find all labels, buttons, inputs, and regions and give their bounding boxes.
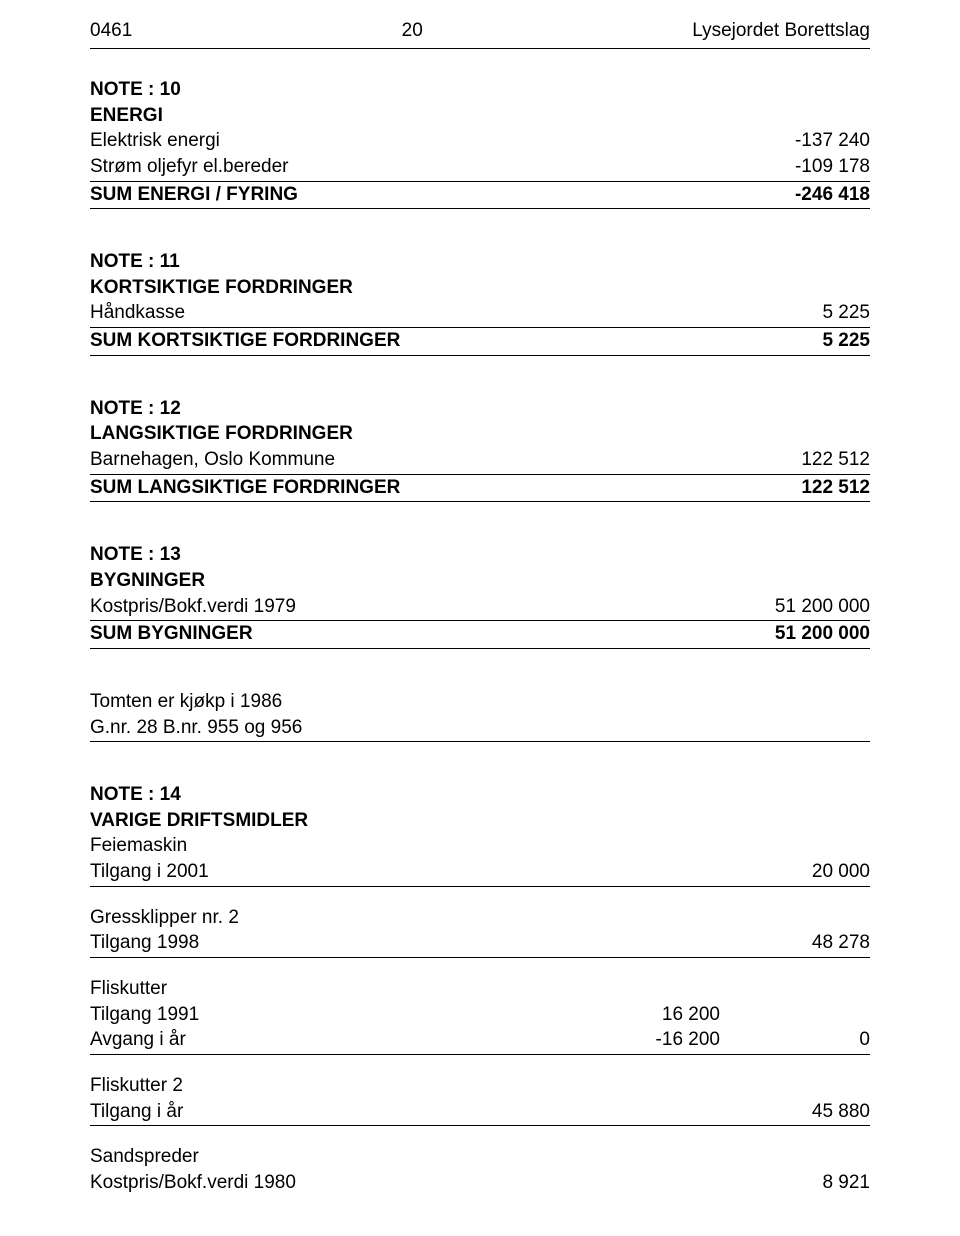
row-label: Barnehagen, Oslo Kommune — [90, 447, 781, 473]
header-rule — [90, 48, 870, 49]
row-value: -137 240 — [775, 128, 870, 154]
group-2-label: Gressklipper nr. 2 — [90, 905, 870, 931]
note-title-text: NOTE : 11 — [90, 249, 870, 275]
note-subtitle-text: ENERGI — [90, 103, 870, 129]
note-12-subtitle: LANGSIKTIGE FORDRINGER — [90, 421, 870, 447]
group-3-label: Fliskutter — [90, 976, 870, 1002]
group-1-label: Feiemaskin — [90, 833, 870, 859]
row-label: Håndkasse — [90, 300, 802, 326]
note-12-sum: SUM LANGSIKTIGE FORDRINGER 122 512 — [90, 475, 870, 503]
row-value: -109 178 — [775, 154, 870, 180]
footnote-1: Tomten er kjøkp i 1986 — [90, 689, 870, 715]
note-subtitle-text: BYGNINGER — [90, 568, 870, 594]
note-13-footnotes: Tomten er kjøkp i 1986 G.nr. 28 B.nr. 95… — [90, 689, 870, 742]
group-1-row: Tilgang i 2001 20 000 — [90, 859, 870, 887]
row-value: 51 200 000 — [755, 594, 870, 620]
row-value: 122 512 — [781, 447, 870, 473]
note-14-subtitle: VARIGE DRIFTSMIDLER — [90, 808, 870, 834]
note-10-row: Strøm oljefyr el.bereder -109 178 — [90, 154, 870, 182]
group-3-row-2: Avgang i år -16 200 0 — [90, 1027, 870, 1055]
note-14-group-5: Sandspreder Kostpris/Bokf.verdi 1980 8 9… — [90, 1144, 870, 1195]
row-value: 8 921 — [802, 1170, 870, 1196]
note-14-group-3: Fliskutter Tilgang 1991 16 200 Avgang i … — [90, 976, 870, 1055]
note-subtitle-text: VARIGE DRIFTSMIDLER — [90, 808, 870, 834]
sum-label: SUM LANGSIKTIGE FORDRINGER — [90, 475, 781, 501]
note-10-sum: SUM ENERGI / FYRING -246 418 — [90, 182, 870, 210]
header-page-number: 20 — [132, 20, 692, 42]
row-label: Strøm oljefyr el.bereder — [90, 154, 775, 180]
sum-label: SUM BYGNINGER — [90, 621, 755, 647]
note-12-title: NOTE : 12 — [90, 396, 870, 422]
note-10-subtitle: ENERGI — [90, 103, 870, 129]
note-13-title: NOTE : 13 — [90, 542, 870, 568]
note-11-sum: SUM KORTSIKTIGE FORDRINGER 5 225 — [90, 328, 870, 356]
row-value: 5 225 — [802, 300, 870, 326]
note-subtitle-text: KORTSIKTIGE FORDRINGER — [90, 275, 870, 301]
footnote-text: G.nr. 28 B.nr. 955 og 956 — [90, 715, 870, 741]
group-label-text: Feiemaskin — [90, 833, 870, 859]
note-title-text: NOTE : 12 — [90, 396, 870, 422]
row-label: Tilgang 1998 — [90, 930, 792, 956]
header-left: 0461 — [90, 20, 132, 42]
group-3-row-1: Tilgang 1991 16 200 — [90, 1002, 870, 1028]
note-10: NOTE : 10 ENERGI Elektrisk energi -137 2… — [90, 77, 870, 209]
note-11-title: NOTE : 11 — [90, 249, 870, 275]
footnote-text: Tomten er kjøkp i 1986 — [90, 689, 870, 715]
row-value: 48 278 — [792, 930, 870, 956]
page: 0461 20 Lysejordet Borettslag NOTE : 10 … — [0, 0, 960, 1236]
group-5-label: Sandspreder — [90, 1144, 870, 1170]
note-14-group-2: Gressklipper nr. 2 Tilgang 1998 48 278 — [90, 905, 870, 958]
row-mid-value: 16 200 — [570, 1002, 720, 1028]
note-11-row: Håndkasse 5 225 — [90, 300, 870, 328]
group-label-text: Fliskutter 2 — [90, 1073, 870, 1099]
row-label: Tilgang i år — [90, 1099, 792, 1125]
note-10-title: NOTE : 10 — [90, 77, 870, 103]
note-subtitle-text: LANGSIKTIGE FORDRINGER — [90, 421, 870, 447]
note-14: NOTE : 14 VARIGE DRIFTSMIDLER Feiemaskin… — [90, 782, 870, 887]
row-label: Tilgang 1991 — [90, 1002, 570, 1028]
row-value: 20 000 — [792, 859, 870, 885]
note-14-group-4: Fliskutter 2 Tilgang i år 45 880 — [90, 1073, 870, 1126]
group-label-text: Fliskutter — [90, 976, 870, 1002]
sum-value: 122 512 — [781, 475, 870, 501]
note-11-subtitle: KORTSIKTIGE FORDRINGER — [90, 275, 870, 301]
group-label-text: Sandspreder — [90, 1144, 870, 1170]
row-value: 45 880 — [792, 1099, 870, 1125]
row-label: Kostpris/Bokf.verdi 1980 — [90, 1170, 802, 1196]
sum-label: SUM ENERGI / FYRING — [90, 182, 775, 208]
row-value — [720, 1002, 870, 1028]
note-12-row: Barnehagen, Oslo Kommune 122 512 — [90, 447, 870, 475]
header-title: Lysejordet Borettslag — [692, 20, 870, 42]
note-title-text: NOTE : 13 — [90, 542, 870, 568]
row-label: Avgang i år — [90, 1027, 570, 1053]
note-13-row: Kostpris/Bokf.verdi 1979 51 200 000 — [90, 594, 870, 622]
note-12: NOTE : 12 LANGSIKTIGE FORDRINGER Barneha… — [90, 396, 870, 503]
row-value: 0 — [720, 1027, 870, 1053]
note-10-row: Elektrisk energi -137 240 — [90, 128, 870, 154]
row-label: Tilgang i 2001 — [90, 859, 792, 885]
note-13-sum: SUM BYGNINGER 51 200 000 — [90, 621, 870, 649]
sum-value: 5 225 — [802, 328, 870, 354]
note-13: NOTE : 13 BYGNINGER Kostpris/Bokf.verdi … — [90, 542, 870, 649]
group-label-text: Gressklipper nr. 2 — [90, 905, 870, 931]
group-4-label: Fliskutter 2 — [90, 1073, 870, 1099]
row-label: Elektrisk energi — [90, 128, 775, 154]
note-11: NOTE : 11 KORTSIKTIGE FORDRINGER Håndkas… — [90, 249, 870, 356]
group-2-row: Tilgang 1998 48 278 — [90, 930, 870, 958]
page-header: 0461 20 Lysejordet Borettslag — [90, 20, 870, 42]
row-mid-value: -16 200 — [570, 1027, 720, 1053]
note-13-subtitle: BYGNINGER — [90, 568, 870, 594]
group-4-row: Tilgang i år 45 880 — [90, 1099, 870, 1127]
footnote-2: G.nr. 28 B.nr. 955 og 956 — [90, 715, 870, 743]
note-title-text: NOTE : 14 — [90, 782, 870, 808]
row-label: Kostpris/Bokf.verdi 1979 — [90, 594, 755, 620]
note-title-text: NOTE : 10 — [90, 77, 870, 103]
note-14-title: NOTE : 14 — [90, 782, 870, 808]
sum-value: 51 200 000 — [755, 621, 870, 647]
sum-label: SUM KORTSIKTIGE FORDRINGER — [90, 328, 802, 354]
group-5-row: Kostpris/Bokf.verdi 1980 8 921 — [90, 1170, 870, 1196]
sum-value: -246 418 — [775, 182, 870, 208]
